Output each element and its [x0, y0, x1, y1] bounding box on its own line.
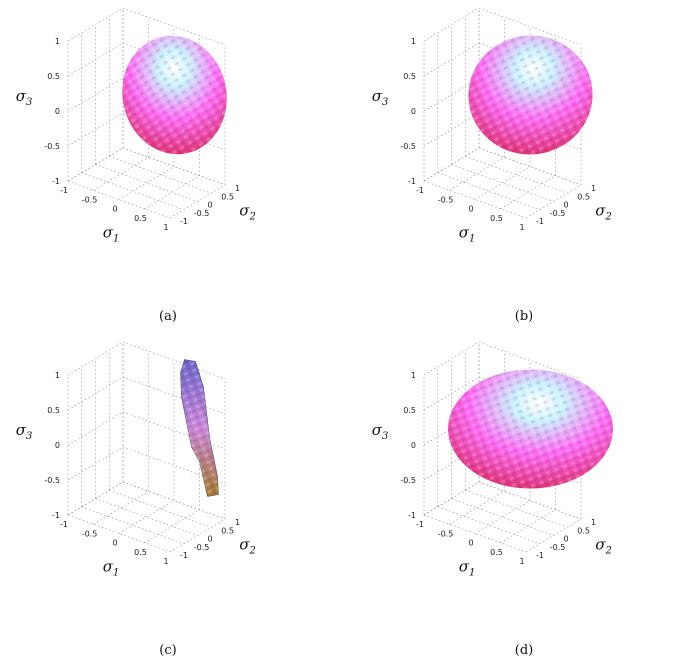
- panel-caption: (b): [515, 309, 533, 324]
- x-tick-label: -1: [60, 520, 68, 529]
- y-tick-label: 0: [208, 535, 213, 544]
- x-tick-label: 0: [112, 205, 117, 214]
- panel-caption: (c): [159, 643, 176, 658]
- z-tick-label: 0: [55, 107, 60, 116]
- panel-caption: (d): [515, 643, 533, 658]
- y-tick-label: -0.5: [550, 209, 566, 218]
- x-tick-label: 0: [112, 539, 117, 548]
- z-tick-label: -1: [52, 511, 60, 520]
- panel-b: -1-0.500.51-1-0.500.5110.50-0.5-1σ1σ2σ3(…: [372, 7, 612, 324]
- z-tick-label: -0.5: [400, 142, 416, 151]
- y-axis-label: σ2: [595, 202, 612, 223]
- z-tick-label: -1: [408, 177, 416, 186]
- z-tick-label: 1: [55, 371, 60, 380]
- z-tick-label: 0.5: [47, 406, 60, 415]
- y-tick-label: 1: [235, 184, 240, 193]
- z-tick-label: 1: [55, 37, 60, 46]
- y-axis-label: σ2: [595, 536, 612, 557]
- x-tick-label: 1: [163, 557, 168, 566]
- x-tick-label: -1: [416, 186, 424, 195]
- z-tick-label: -1: [52, 177, 60, 186]
- x-tick-label: 0.5: [134, 214, 147, 223]
- grid-lines: [67, 341, 226, 553]
- surface-facets: [180, 359, 219, 497]
- z-axis-label: σ3: [372, 87, 389, 108]
- panel-caption: (a): [159, 309, 177, 324]
- x-tick-label: -0.5: [438, 529, 454, 538]
- surface-facets: [122, 35, 227, 155]
- x-tick-label: 0: [468, 539, 473, 548]
- panel-c: -1-0.500.51-1-0.500.5110.50-0.5-1σ1σ2σ3(…: [16, 341, 256, 658]
- y-tick-label: 0.5: [577, 192, 590, 201]
- z-tick-label: 1: [411, 37, 416, 46]
- z-axis-label: σ3: [16, 421, 33, 442]
- x-tick-label: -0.5: [82, 529, 98, 538]
- y-tick-label: 0: [564, 201, 569, 210]
- y-tick-label: 0.5: [577, 526, 590, 535]
- y-tick-label: 0: [208, 201, 213, 210]
- x-axis-label: σ1: [103, 558, 120, 579]
- y-tick-label: -0.5: [550, 543, 566, 552]
- y-tick-label: -1: [536, 551, 544, 560]
- y-axis-label: σ2: [239, 536, 256, 557]
- x-tick-label: 1: [519, 557, 524, 566]
- z-axis-label: σ3: [372, 421, 389, 442]
- z-tick-label: -1: [408, 511, 416, 520]
- z-tick-label: 0: [55, 441, 60, 450]
- z-tick-label: 1: [411, 371, 416, 380]
- z-tick-label: -0.5: [44, 476, 60, 485]
- z-axis-label: σ3: [16, 87, 33, 108]
- x-tick-label: 1: [519, 223, 524, 232]
- y-tick-label: -0.5: [194, 543, 210, 552]
- y-tick-label: 1: [235, 518, 240, 527]
- surface-facets: [448, 369, 613, 489]
- y-tick-label: -1: [536, 217, 544, 226]
- x-tick-label: -0.5: [438, 195, 454, 204]
- z-tick-label: 0.5: [403, 406, 416, 415]
- z-tick-label: 0.5: [403, 72, 416, 81]
- y-tick-label: 1: [591, 184, 596, 193]
- y-tick-label: 0: [564, 535, 569, 544]
- y-tick-label: -0.5: [194, 209, 210, 218]
- y-tick-label: 1: [591, 518, 596, 527]
- z-tick-label: -0.5: [400, 476, 416, 485]
- y-tick-label: -1: [180, 217, 188, 226]
- x-tick-label: 1: [163, 223, 168, 232]
- x-tick-label: 0.5: [134, 548, 147, 557]
- x-axis-label: σ1: [103, 224, 120, 245]
- z-tick-label: 0: [411, 441, 416, 450]
- x-tick-label: 0: [468, 205, 473, 214]
- z-tick-label: 0.5: [47, 72, 60, 81]
- panel-a: -1-0.500.51-1-0.500.5110.50-0.5-1σ1σ2σ3(…: [16, 7, 256, 324]
- x-tick-label: -1: [60, 186, 68, 195]
- x-axis-label: σ1: [459, 558, 476, 579]
- y-tick-label: 0.5: [221, 526, 234, 535]
- y-axis-label: σ2: [239, 202, 256, 223]
- surface-facets: [468, 35, 593, 155]
- x-axis-label: σ1: [459, 224, 476, 245]
- x-tick-label: -0.5: [82, 195, 98, 204]
- grid-lines: [67, 7, 226, 219]
- x-tick-label: 0.5: [490, 214, 503, 223]
- z-tick-label: 0: [411, 107, 416, 116]
- y-tick-label: -1: [180, 551, 188, 560]
- z-tick-label: -0.5: [44, 142, 60, 151]
- y-tick-label: 0.5: [221, 192, 234, 201]
- x-tick-label: 0.5: [490, 548, 503, 557]
- panel-d: -1-0.500.51-1-0.500.5110.50-0.5-1σ1σ2σ3(…: [372, 341, 613, 658]
- x-tick-label: -1: [416, 520, 424, 529]
